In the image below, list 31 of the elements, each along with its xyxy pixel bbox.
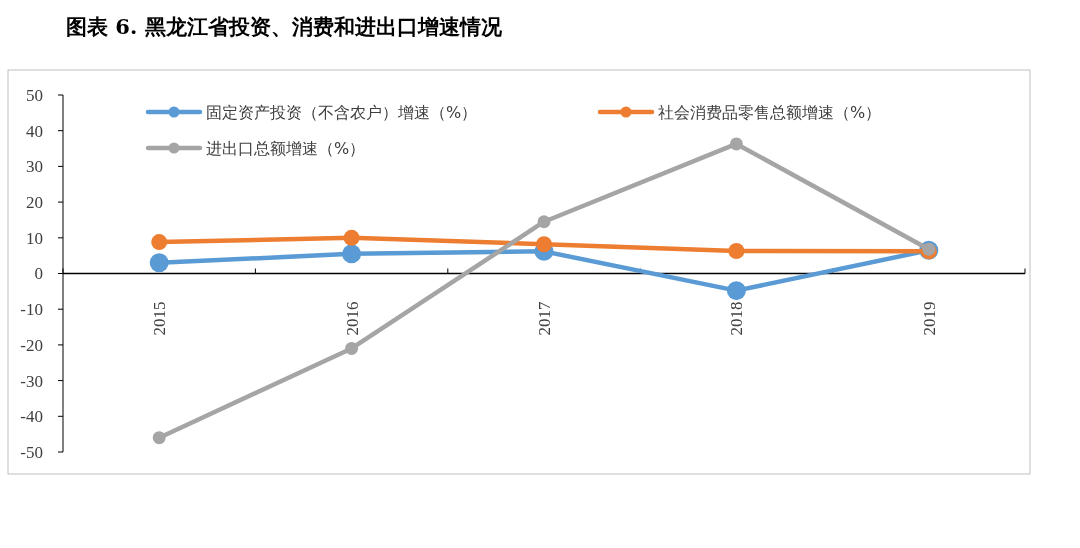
y-tick-label: 20 [26,193,43,213]
point [537,215,551,229]
y-tick-label: 40 [26,121,43,141]
x-tick-label: 2015 [150,301,170,336]
legend-label: 固定资产投资（不含农户）增速（%） [206,102,478,122]
point [726,281,746,301]
point [343,229,360,246]
point [342,244,362,264]
point [729,137,743,151]
y-tick-label: 0 [34,264,43,284]
legend-label: 社会消费品零售总额增速（%） [658,102,882,122]
point [536,236,552,253]
point [345,341,359,355]
y-tick-label: 50 [26,85,43,105]
point [728,243,745,260]
y-tick-label: -40 [20,407,43,427]
point [151,234,168,251]
y-tick-label: -10 [20,300,43,320]
point [152,431,166,445]
y-tick-label: 30 [26,157,43,177]
x-tick-label: 2018 [727,301,747,336]
x-tick-label: 2016 [342,301,362,336]
y-tick-label: 10 [26,228,43,248]
y-tick-label: -30 [20,371,43,391]
chart-title: 图表 6. 黑龙江省投资、消费和进出口增速情况 [66,14,503,39]
point [149,253,169,273]
x-tick-label: 2017 [534,301,554,336]
x-tick-label: 2019 [919,301,939,336]
y-tick-label: -20 [20,335,43,355]
legend-label: 进出口总额增速（%） [206,138,366,158]
y-tick-label: -50 [20,442,43,462]
